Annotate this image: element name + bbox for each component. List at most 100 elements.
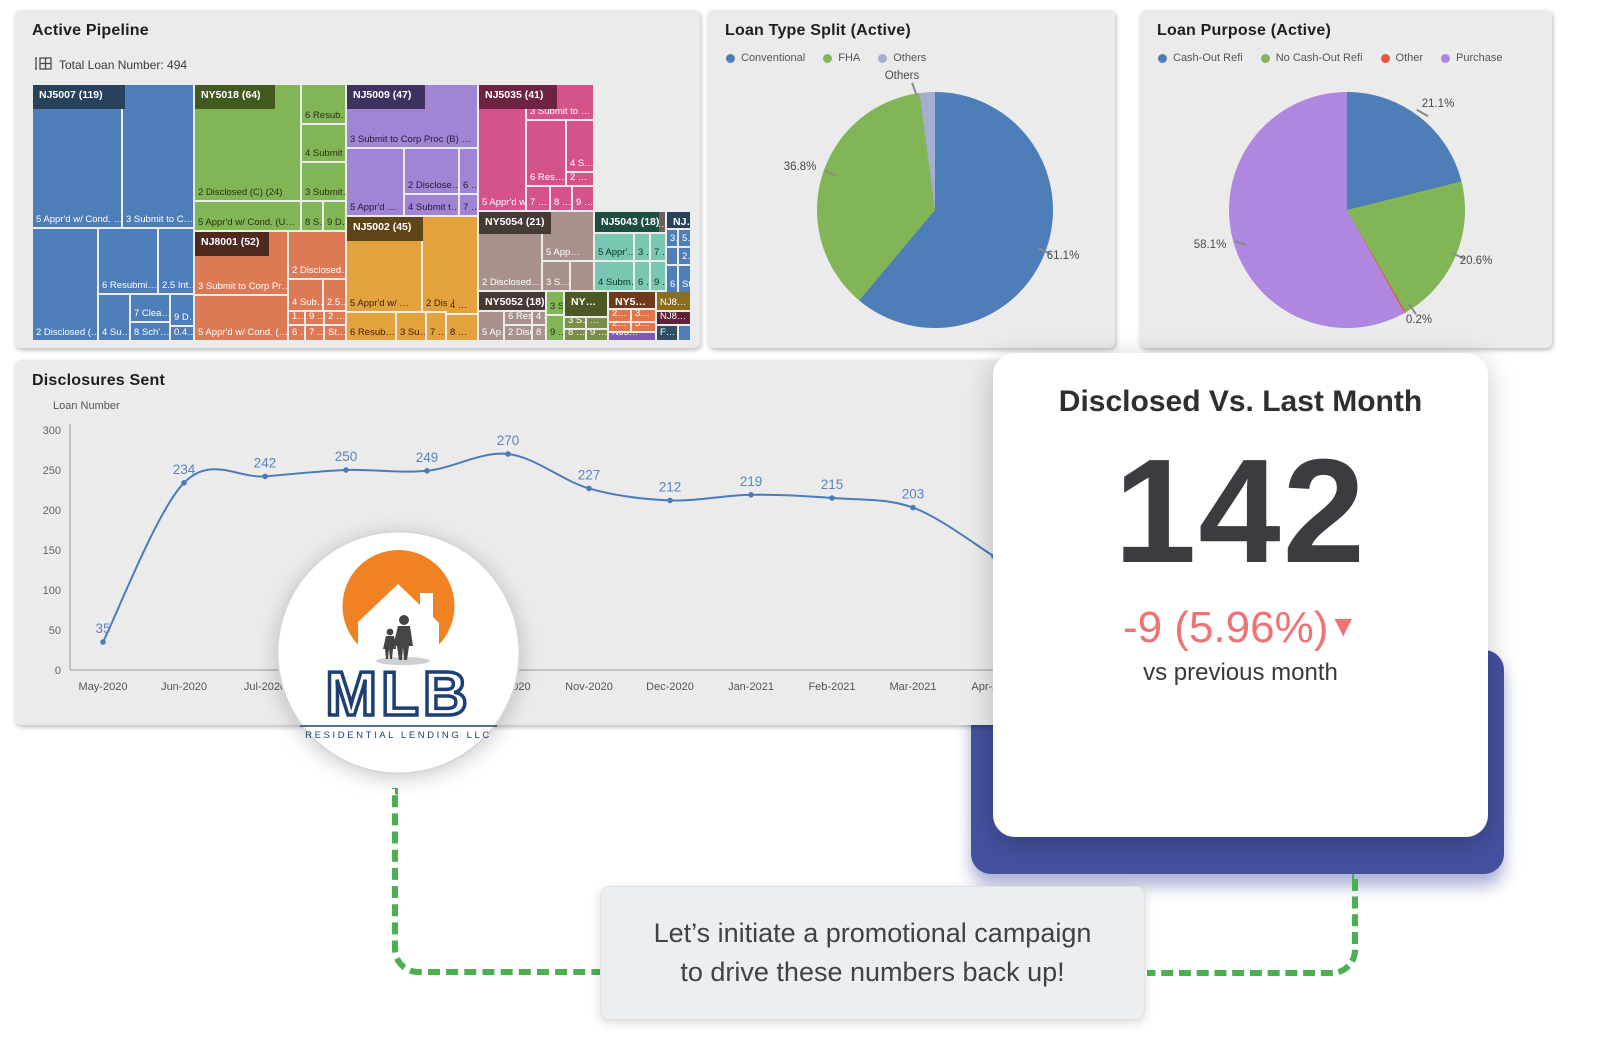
treemap-cell[interactable]: 5…: [679, 230, 690, 246]
treemap-cell[interactable]: 5 Appr'…: [595, 234, 633, 260]
treemap-section-header[interactable]: NJ5009 (47): [347, 85, 425, 109]
treemap-section-header[interactable]: NY5…: [609, 292, 655, 308]
treemap-cell[interactable]: 8 Sch'…: [131, 323, 169, 340]
treemap-section-header[interactable]: NY5054 (21): [479, 212, 551, 234]
active-pipeline-treemap[interactable]: 5 Appr'd w/ Cond. … 3 Submit to C… 2 Discl…: [33, 85, 690, 340]
treemap-cell[interactable]: 2.5…: [324, 280, 345, 310]
legend-item[interactable]: Loan Number: [33, 400, 120, 412]
treemap-cell[interactable]: 2.5 Int…: [159, 229, 193, 293]
treemap-section-header[interactable]: NJ5007 (119): [33, 85, 125, 109]
treemap-cell[interactable]: F…: [657, 326, 677, 340]
treemap-cell[interactable]: 9 …: [587, 330, 607, 340]
legend-item[interactable]: No Cash-Out Refi: [1260, 52, 1363, 64]
treemap-section-header[interactable]: NY…: [565, 292, 607, 316]
treemap-cell[interactable]: 3 S…: [543, 262, 569, 290]
treemap-cell[interactable]: [679, 326, 690, 340]
treemap-section-header[interactable]: NJ5035 (41): [479, 85, 557, 109]
treemap-cell[interactable]: NJ8…: [657, 312, 690, 324]
treemap-cell[interactable]: 6 Res…: [505, 312, 531, 324]
treemap-cell[interactable]: 0.4…: [171, 327, 193, 340]
treemap-cell[interactable]: 8 S…: [302, 202, 322, 230]
treemap-cell[interactable]: 2 …: [325, 312, 345, 324]
treemap-cell[interactable]: St…: [325, 326, 345, 340]
treemap-cell[interactable]: 5 Appr'd w/ Cond. (…: [195, 296, 287, 340]
treemap-cell[interactable]: 4 …: [447, 301, 477, 313]
treemap-section-header[interactable]: NY5052 (18): [479, 292, 545, 310]
loan-purpose-pie[interactable]: [1229, 92, 1465, 328]
treemap-cell[interactable]: …: [587, 318, 607, 328]
treemap-cell[interactable]: NJ8…: [657, 292, 690, 310]
treemap-cell[interactable]: 3 S…: [547, 292, 563, 314]
legend-item[interactable]: Other: [1380, 52, 1423, 64]
treemap-section-header[interactable]: NJ5002 (45): [347, 217, 423, 241]
treemap-cell[interactable]: 2 Disclose…: [405, 149, 458, 193]
treemap-cell[interactable]: 6 Res…: [527, 121, 565, 185]
treemap-cell[interactable]: 3 Su…: [397, 313, 425, 340]
treemap-cell[interactable]: 4 Sub…: [289, 280, 322, 310]
treemap-cell[interactable]: 2 Disclosed (…: [33, 229, 97, 340]
treemap-cell[interactable]: 4 Submit t…: [405, 195, 458, 215]
loan-type-pie[interactable]: [817, 92, 1053, 328]
treemap-cell[interactable]: 2…: [609, 310, 630, 321]
treemap-cell[interactable]: NJ5…: [609, 333, 655, 340]
treemap-section-header[interactable]: NJ5043 (18): [595, 212, 659, 232]
treemap-cell[interactable]: 4 Su…: [99, 295, 129, 340]
treemap-cell[interactable]: 9 D…: [171, 295, 193, 325]
treemap-cell[interactable]: 9 …: [547, 316, 563, 340]
treemap-cell[interactable]: 5 Appr'd …: [347, 149, 403, 215]
treemap-cell[interactable]: St…: [679, 266, 690, 292]
treemap-cell[interactable]: 6 Resubmi…: [99, 229, 157, 293]
treemap-cell[interactable]: 4 S…: [533, 312, 545, 324]
treemap-cell[interactable]: 6 …: [289, 326, 304, 340]
treemap-cell[interactable]: 7 …: [651, 234, 665, 260]
treemap-cell[interactable]: 9 D…: [324, 202, 345, 230]
treemap-cell[interactable]: 2…: [679, 248, 690, 264]
treemap-cell[interactable]: 6 Resub…: [302, 85, 345, 123]
treemap-cell[interactable]: 9 …: [306, 312, 323, 324]
treemap-cell[interactable]: 6 …: [635, 262, 649, 290]
treemap-cell[interactable]: 2 …: [567, 173, 593, 185]
treemap-cell[interactable]: 6 Resub…: [347, 313, 395, 340]
treemap-cell[interactable]: 7 Clea…: [131, 295, 169, 321]
treemap-cell[interactable]: 3 S…: [565, 318, 585, 328]
treemap-cell[interactable]: 8 S…: [533, 326, 545, 340]
treemap-cell[interactable]: 3…: [667, 230, 677, 246]
legend-item[interactable]: Purchase: [1441, 52, 1503, 64]
treemap-section-header[interactable]: NY5018 (64): [195, 85, 275, 109]
legend-item[interactable]: FHA: [823, 52, 860, 64]
disclosures-line-chart[interactable]: 300 250 200 150 100 50 0 May-2020 Jun-2020 Jul-20…: [15, 360, 1085, 725]
treemap-cell[interactable]: [667, 248, 677, 264]
treemap-cell[interactable]: 3 …: [635, 234, 649, 260]
treemap-cell[interactable]: 5 Appr'd w/ Cond. (U…: [195, 202, 300, 230]
treemap-cell[interactable]: 3 Submit to C…: [123, 85, 193, 227]
legend-item[interactable]: Others: [878, 52, 926, 64]
treemap-cell[interactable]: 5 Ap…: [479, 312, 503, 340]
treemap-cell[interactable]: 8 …: [565, 330, 585, 340]
treemap-cell[interactable]: 2…: [609, 323, 630, 331]
treemap-cell[interactable]: 7 …: [460, 195, 477, 215]
treemap-cell[interactable]: [571, 262, 593, 290]
treemap-cell[interactable]: 2 Disclosed…: [289, 232, 345, 278]
treemap-cell[interactable]: 9 …: [573, 187, 593, 210]
treemap-cell[interactable]: 1…: [289, 312, 304, 324]
legend-item[interactable]: Conventional: [726, 52, 805, 64]
treemap-cell[interactable]: 6 …: [460, 149, 477, 193]
treemap-cell[interactable]: 4 Submit …: [302, 125, 345, 161]
treemap-cell[interactable]: 5 App…: [543, 212, 593, 260]
treemap-section-header[interactable]: NJ…: [667, 212, 690, 228]
treemap-cell[interactable]: 6 …: [667, 266, 677, 292]
treemap-cell[interactable]: 7 …: [527, 187, 549, 210]
treemap-cell[interactable]: 5…: [632, 323, 655, 331]
treemap-cell[interactable]: 4 Subm…: [595, 262, 633, 290]
treemap-cell[interactable]: 3…: [632, 310, 655, 321]
treemap-cell[interactable]: 7 …: [427, 313, 445, 340]
treemap-cell[interactable]: 7 …: [306, 326, 323, 340]
treemap-cell[interactable]: 2 Disclose…: [423, 217, 477, 311]
treemap-cell[interactable]: 4 S…: [567, 121, 593, 171]
treemap-section-header[interactable]: NJ8001 (52): [195, 232, 269, 256]
treemap-cell[interactable]: 2 Disc…: [505, 326, 531, 340]
treemap-cell[interactable]: 8 …: [447, 315, 477, 340]
treemap-cell[interactable]: 8 …: [551, 187, 571, 210]
treemap-cell[interactable]: 9 …: [651, 262, 665, 290]
legend-item[interactable]: Cash-Out Refi: [1158, 52, 1243, 64]
